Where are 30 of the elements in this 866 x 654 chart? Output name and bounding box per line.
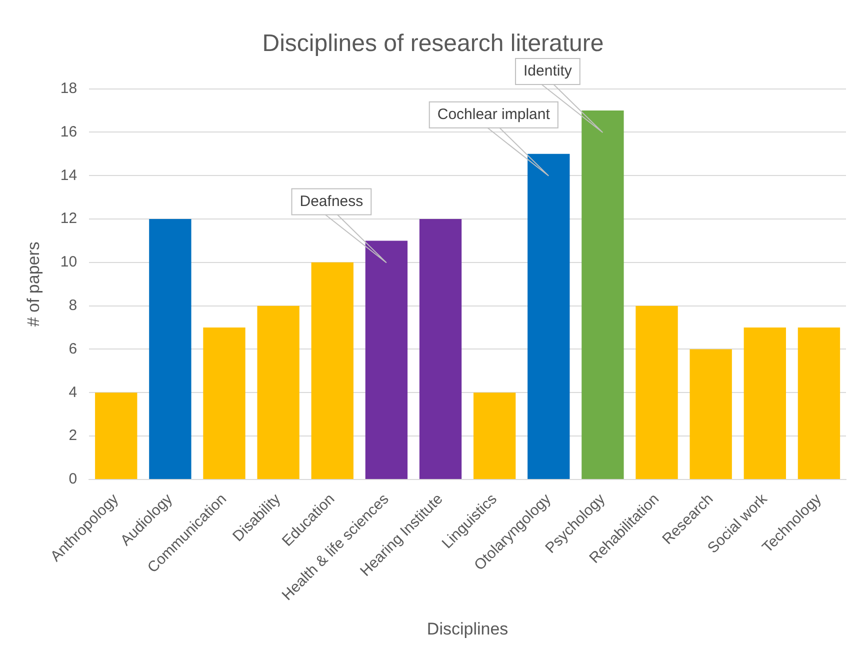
bar xyxy=(149,219,192,479)
y-tick-label: 2 xyxy=(68,427,78,444)
bar xyxy=(365,240,408,479)
annotation: Cochlear implant xyxy=(437,106,551,124)
bar xyxy=(744,328,786,479)
chart-title: Disciplines of research literature xyxy=(262,30,604,58)
bar xyxy=(419,219,462,479)
y-tick-label: 14 xyxy=(60,166,78,184)
y-tick-label: 0 xyxy=(68,470,78,488)
annotation: Deafness xyxy=(300,192,364,210)
bar xyxy=(528,154,570,479)
annotation: Identity xyxy=(524,62,572,80)
bar xyxy=(257,306,300,479)
y-tick-label: 18 xyxy=(60,80,78,97)
y-tick-label: 16 xyxy=(60,123,78,140)
bar xyxy=(690,349,732,479)
bar xyxy=(798,328,840,479)
bar xyxy=(473,392,516,479)
y-tick-label: 6 xyxy=(68,340,78,358)
x-axis-title: Disciplines xyxy=(426,619,508,638)
y-tick-label: 12 xyxy=(60,210,78,228)
bar xyxy=(636,306,678,479)
y-tick-label: 8 xyxy=(68,296,78,314)
bar xyxy=(582,110,624,479)
y-tick-label: 10 xyxy=(60,254,78,271)
bar xyxy=(95,392,138,479)
y-axis-title: # of papers xyxy=(24,242,43,327)
bar xyxy=(203,328,246,479)
bar xyxy=(311,262,354,479)
y-tick-label: 4 xyxy=(68,384,78,401)
